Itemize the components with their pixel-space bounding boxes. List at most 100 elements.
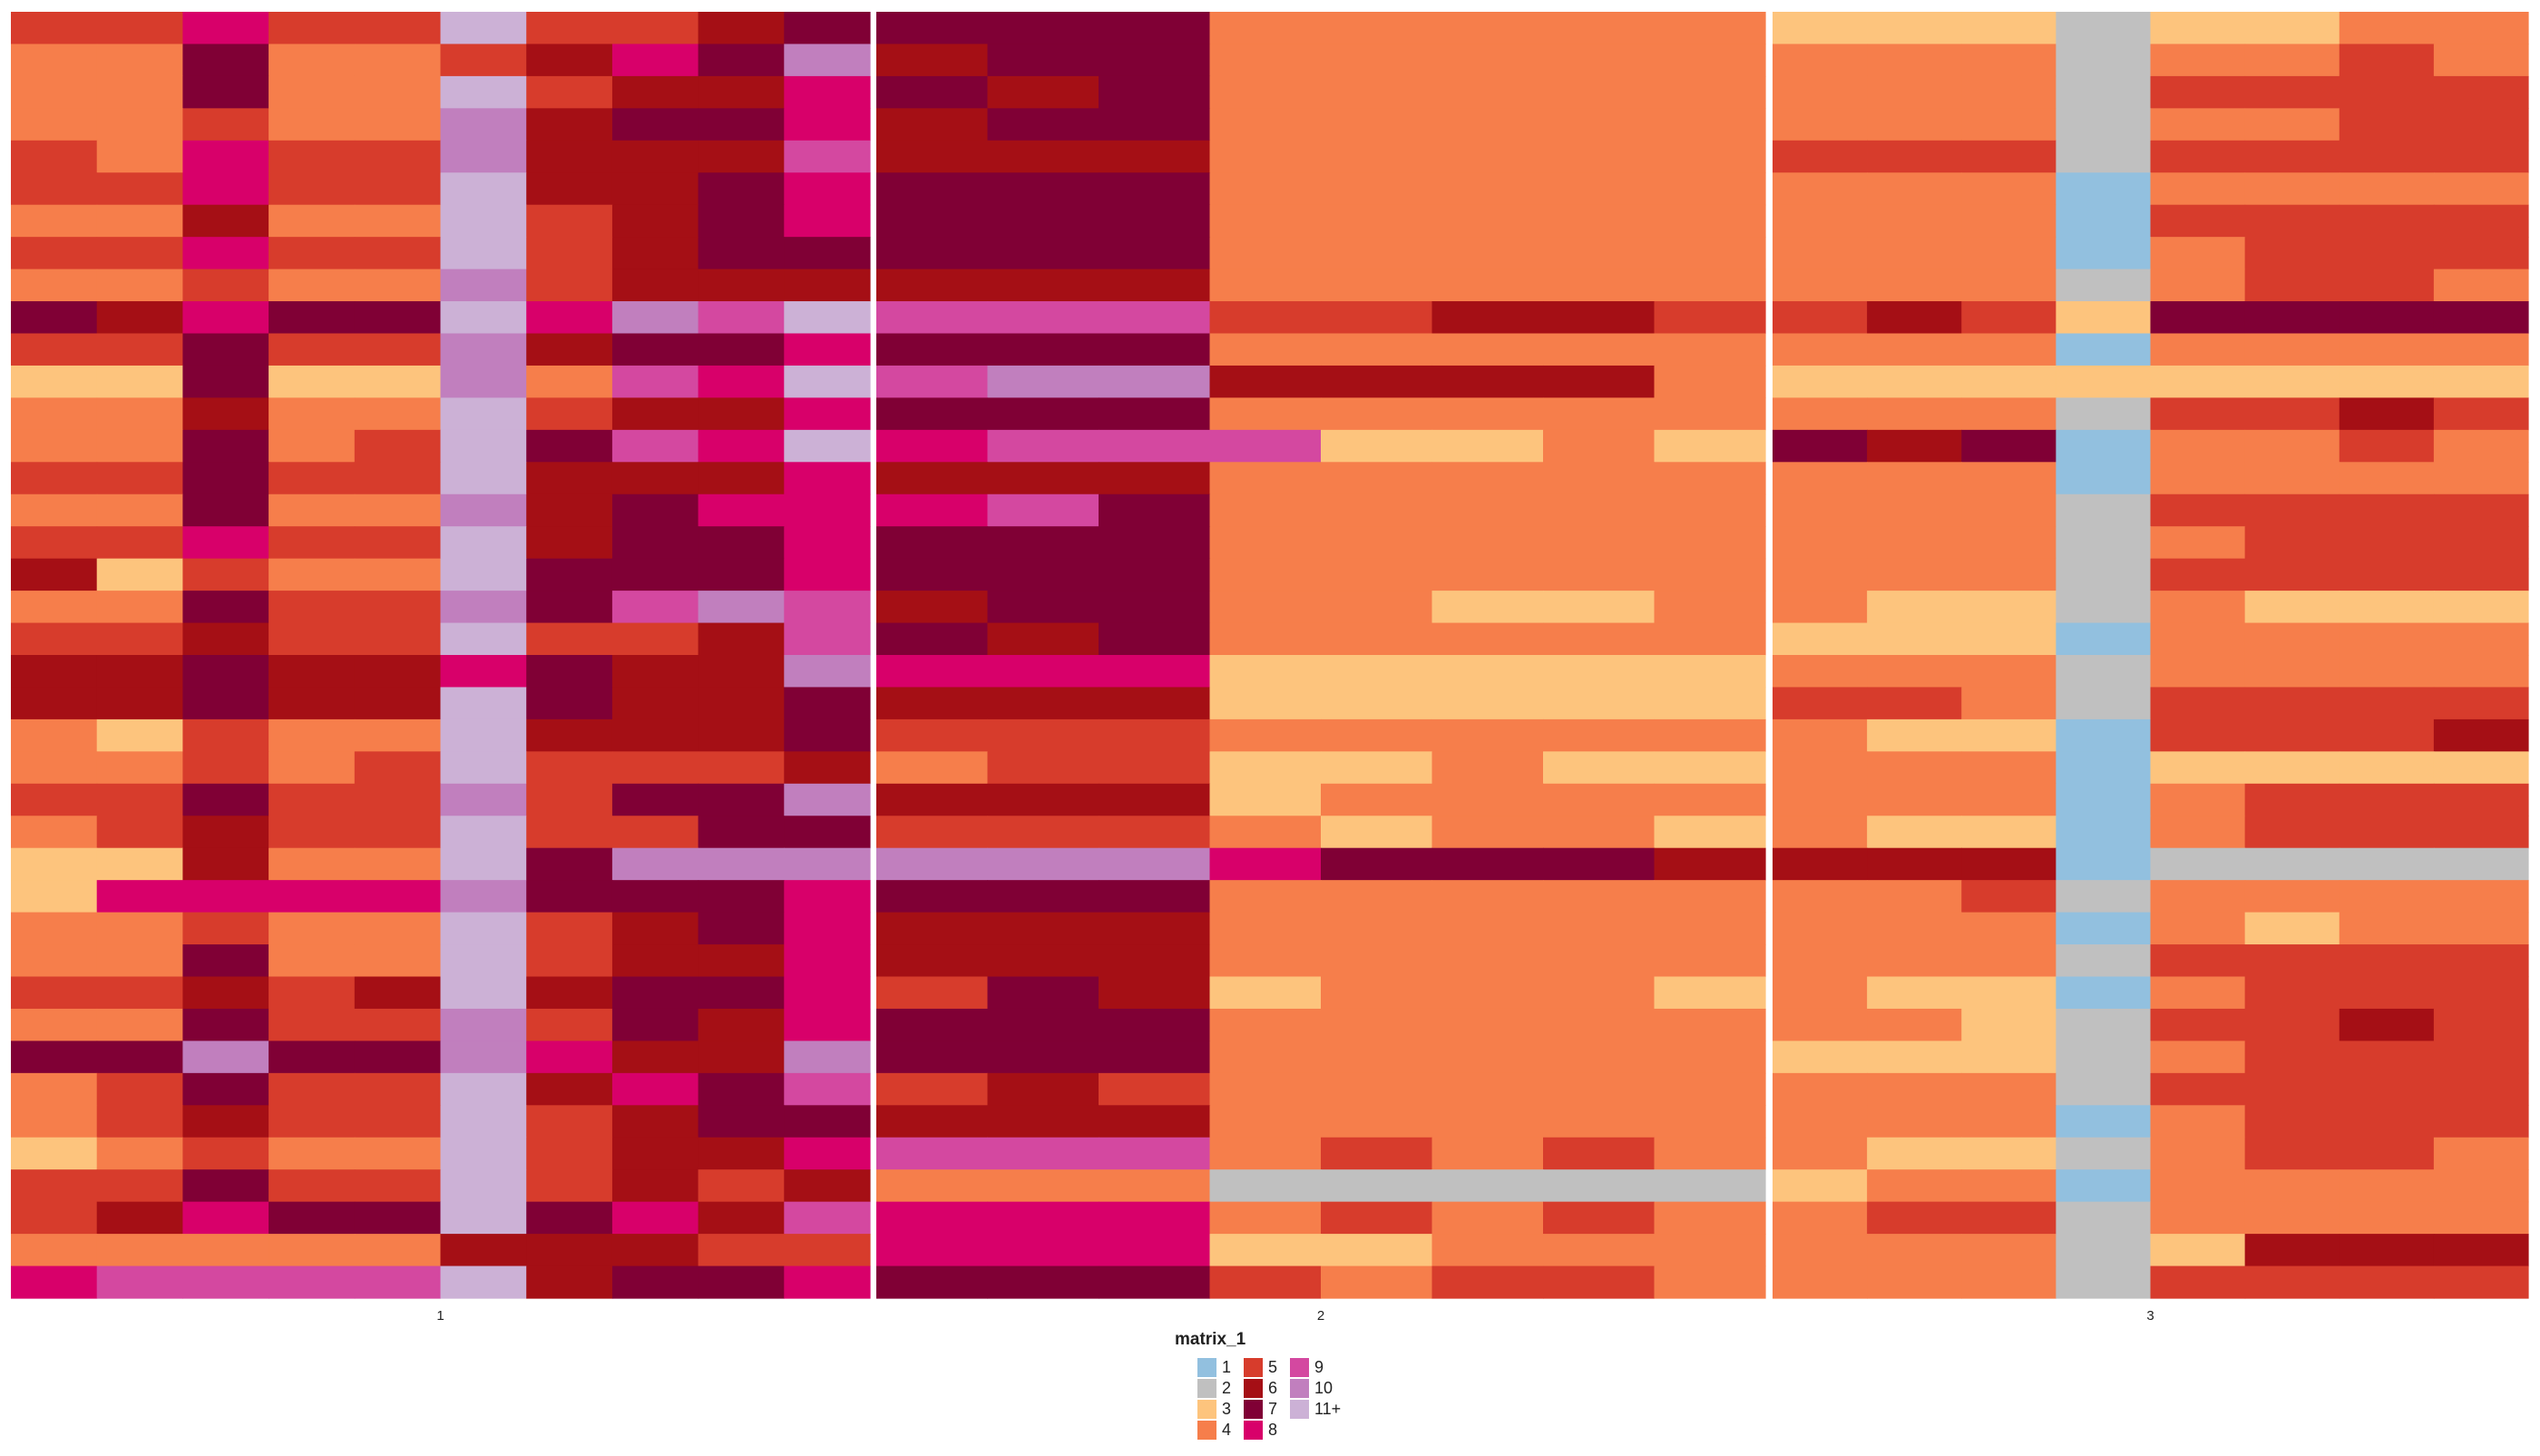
heatmap-cell bbox=[2150, 1201, 2246, 1235]
heatmap-cell bbox=[1654, 493, 1766, 527]
heatmap-cell bbox=[526, 816, 613, 849]
heatmap-cell bbox=[611, 1234, 699, 1267]
heatmap-cell bbox=[1543, 944, 1656, 978]
heatmap-cell bbox=[526, 462, 613, 495]
heatmap-cell bbox=[1321, 526, 1433, 560]
heatmap-cell bbox=[1321, 622, 1433, 656]
heatmap-cell bbox=[354, 718, 442, 752]
heatmap-cell bbox=[96, 944, 183, 978]
heatmap-cell bbox=[2433, 622, 2529, 656]
heatmap-cell bbox=[354, 429, 442, 463]
heatmap-cell bbox=[784, 429, 871, 463]
heatmap-cell bbox=[526, 976, 613, 1010]
heatmap-cell bbox=[698, 1201, 785, 1235]
heatmap-cell bbox=[784, 269, 871, 302]
heatmap-cell bbox=[1961, 1265, 2056, 1299]
heatmap-cell bbox=[1431, 1201, 1544, 1235]
heatmap-cell bbox=[1099, 237, 1211, 270]
heatmap-cell bbox=[182, 816, 269, 849]
heatmap-cell bbox=[269, 718, 356, 752]
heatmap-cell bbox=[2150, 44, 2246, 77]
heatmap-cell bbox=[876, 1008, 989, 1041]
heatmap-cell bbox=[698, 783, 785, 816]
heatmap-cell bbox=[1543, 1008, 1656, 1041]
heatmap-cell bbox=[1867, 204, 1962, 238]
heatmap-cell bbox=[1654, 333, 1766, 366]
heatmap-cell bbox=[182, 1201, 269, 1235]
heatmap-cell bbox=[698, 655, 785, 689]
heatmap-cell bbox=[876, 751, 989, 785]
heatmap-cell bbox=[2150, 944, 2246, 978]
heatmap-cell bbox=[354, 912, 442, 945]
heatmap-cell bbox=[784, 108, 871, 142]
heatmap-cell bbox=[1543, 75, 1656, 109]
heatmap-cell bbox=[1961, 687, 2056, 720]
heatmap-cell bbox=[1209, 816, 1322, 849]
heatmap-cell bbox=[182, 558, 269, 591]
heatmap-cell bbox=[96, 1072, 183, 1106]
heatmap-cell bbox=[2433, 397, 2529, 431]
heatmap-cell bbox=[1543, 1201, 1656, 1235]
heatmap-cell bbox=[1321, 880, 1433, 914]
heatmap-cell bbox=[698, 880, 785, 914]
heatmap-cell bbox=[2433, 912, 2529, 945]
heatmap-cell bbox=[354, 172, 442, 206]
heatmap-cell bbox=[1961, 912, 2056, 945]
heatmap-cell bbox=[784, 44, 871, 77]
heatmap-cell bbox=[11, 462, 98, 495]
heatmap-cell bbox=[2150, 1105, 2246, 1138]
heatmap-cell bbox=[1543, 172, 1656, 206]
heatmap-cell bbox=[987, 1169, 1099, 1203]
heatmap-cell bbox=[987, 912, 1099, 945]
heatmap-cell bbox=[2244, 976, 2340, 1010]
heatmap-cell bbox=[354, 301, 442, 335]
heatmap-cell bbox=[784, 591, 871, 624]
heatmap-cell bbox=[2244, 655, 2340, 689]
heatmap-cell bbox=[784, 462, 871, 495]
heatmap-cell bbox=[784, 976, 871, 1010]
heatmap-cell bbox=[1543, 847, 1656, 881]
heatmap-cell bbox=[611, 44, 699, 77]
heatmap-cell bbox=[2244, 44, 2340, 77]
heatmap-cell bbox=[182, 204, 269, 238]
heatmap-cell bbox=[354, 75, 442, 109]
heatmap-cell bbox=[440, 172, 527, 206]
heatmap-cell bbox=[1867, 558, 1962, 591]
heatmap-cell bbox=[876, 1072, 989, 1106]
heatmap-cell bbox=[182, 397, 269, 431]
heatmap-cell bbox=[784, 1008, 871, 1041]
heatmap-cell bbox=[1431, 462, 1544, 495]
heatmap-cell bbox=[269, 75, 356, 109]
heatmap-cell bbox=[526, 880, 613, 914]
heatmap-cell bbox=[1654, 655, 1766, 689]
heatmap-cell bbox=[1654, 816, 1766, 849]
heatmap-cell bbox=[987, 751, 1099, 785]
heatmap-cell bbox=[2244, 269, 2340, 302]
heatmap-cell bbox=[1654, 847, 1766, 881]
heatmap-cell bbox=[1099, 591, 1211, 624]
heatmap-cell bbox=[11, 591, 98, 624]
heatmap-cell bbox=[526, 1265, 613, 1299]
heatmap-cell bbox=[1543, 44, 1656, 77]
heatmap-cell bbox=[2150, 880, 2246, 914]
heatmap-cell bbox=[2433, 558, 2529, 591]
heatmap-cell bbox=[1431, 1234, 1544, 1267]
heatmap-cell bbox=[876, 429, 989, 463]
heatmap-cell bbox=[698, 1265, 785, 1299]
heatmap-cell bbox=[182, 687, 269, 720]
heatmap-cell bbox=[2244, 75, 2340, 109]
heatmap-cell bbox=[11, 1072, 98, 1106]
heatmap-cell bbox=[2433, 1137, 2529, 1170]
heatmap-cell bbox=[698, 526, 785, 560]
heatmap-cell bbox=[2339, 976, 2435, 1010]
heatmap-cell bbox=[1431, 140, 1544, 173]
heatmap-cell bbox=[1099, 718, 1211, 752]
legend-swatch bbox=[1244, 1421, 1263, 1440]
heatmap-cell bbox=[1961, 172, 2056, 206]
heatmap-cell bbox=[1867, 237, 1962, 270]
heatmap-cell bbox=[2150, 140, 2246, 173]
heatmap-cell bbox=[1431, 269, 1544, 302]
heatmap-cell bbox=[1543, 526, 1656, 560]
heatmap-cell bbox=[440, 816, 527, 849]
heatmap-cell bbox=[698, 718, 785, 752]
